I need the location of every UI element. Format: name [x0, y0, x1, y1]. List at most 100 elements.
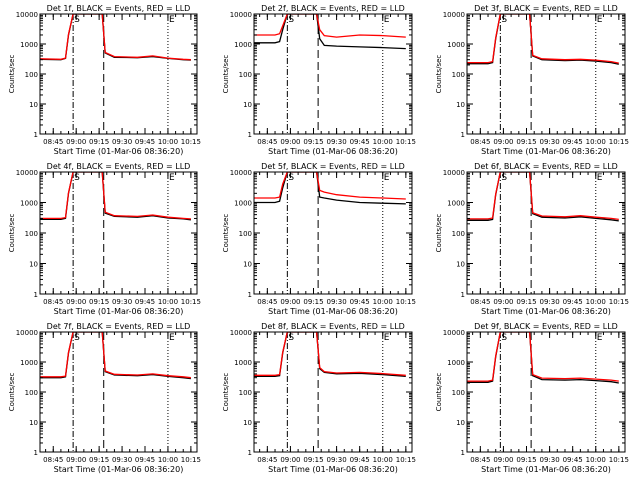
plot-frame [466, 171, 626, 295]
y-tick-label: 1 [248, 131, 252, 139]
series-line-1 [467, 14, 619, 64]
y-tick-label: 10000 [230, 329, 252, 337]
x-tick-label: 09:30 [539, 298, 559, 306]
x-tick-label: 08:45 [43, 138, 63, 146]
y-tick-label: 10000 [16, 169, 38, 177]
panel-title: Det 8f, BLACK = Events, RED = LLD [261, 322, 405, 331]
x-tick-label: 09:15 [516, 298, 536, 306]
series-line-1 [254, 14, 406, 38]
y-tick-label: 100 [25, 230, 38, 238]
y-tick-label: 1 [248, 449, 252, 457]
y-tick-label: 1 [461, 131, 465, 139]
event-marker-label: E [384, 15, 390, 25]
event-marker-label: E [169, 15, 175, 25]
y-tick-label: 10000 [230, 169, 252, 177]
y-tick-label: 1000 [234, 200, 252, 208]
x-tick-label: 08:45 [43, 456, 63, 464]
x-tick-label: 09:45 [563, 456, 583, 464]
y-axis-label: Counts/sec [222, 373, 230, 412]
x-axis-label: Start Time (01-Mar-06 08:36:20) [268, 147, 398, 156]
x-tick-label: 09:15 [516, 456, 536, 464]
y-axis-label: Counts/sec [222, 214, 230, 253]
x-tick-label: 10:00 [158, 298, 178, 306]
detector-panel-9: Det 9f, BLACK = Events, RED = LLD S E 1 10 10… [435, 322, 629, 474]
x-tick-label: 09:30 [112, 456, 132, 464]
plot-frame [39, 13, 198, 135]
x-tick-label: 08:45 [470, 138, 490, 146]
event-marker-label: E [384, 333, 390, 343]
event-marker-label: E [169, 173, 175, 183]
x-tick-label: 09:15 [516, 138, 536, 146]
y-tick-label: 1 [248, 291, 252, 299]
detector-panel-6: Det 6f, BLACK = Events, RED = LLD S E 1 10 10… [435, 162, 629, 316]
y-tick-label: 100 [239, 71, 252, 79]
x-tick-label: 10:00 [373, 138, 393, 146]
y-axis-label: Counts/sec [8, 214, 16, 253]
x-tick-label: 09:30 [539, 456, 559, 464]
panel-title: Det 9f, BLACK = Events, RED = LLD [474, 322, 618, 331]
x-tick-label: 08:45 [257, 298, 277, 306]
panel-title: Det 4f, BLACK = Events, RED = LLD [47, 162, 191, 171]
y-tick-label: 10 [243, 101, 252, 109]
x-tick-label: 09:15 [303, 138, 323, 146]
y-tick-label: 10 [243, 261, 252, 269]
x-tick-label: 09:00 [66, 138, 86, 146]
x-tick-label: 10:15 [396, 138, 416, 146]
detector-panel-1: Det 1f, BLACK = Events, RED = LLD S E 1 10 10… [8, 4, 201, 156]
event-marker-label: S [288, 15, 294, 25]
detector-panel-8: Det 8f, BLACK = Events, RED = LLD S E 1 10 10… [222, 322, 416, 474]
y-tick-label: 1000 [20, 41, 38, 49]
x-tick-label: 09:00 [280, 138, 300, 146]
detector-panel-3: Det 3f, BLACK = Events, RED = LLD S E 1 10 10… [435, 4, 629, 156]
x-tick-label: 09:30 [112, 138, 132, 146]
event-marker-label: S [501, 173, 507, 183]
y-tick-label: 100 [239, 389, 252, 397]
event-marker-label: S [74, 173, 80, 183]
series-line-1 [254, 172, 406, 200]
x-tick-label: 09:45 [350, 298, 370, 306]
x-tick-label: 09:45 [563, 138, 583, 146]
event-marker-label: E [384, 173, 390, 183]
y-tick-label: 10 [456, 419, 465, 427]
plot-frame [466, 13, 626, 135]
x-tick-label: 08:45 [43, 298, 63, 306]
series-line-1 [40, 332, 191, 379]
x-tick-label: 09:00 [280, 298, 300, 306]
x-axis-label: Start Time (01-Mar-06 08:36:20) [268, 465, 398, 474]
y-tick-label: 1000 [20, 200, 38, 208]
x-tick-label: 09:15 [89, 456, 109, 464]
y-tick-label: 100 [452, 389, 465, 397]
x-tick-label: 09:15 [89, 298, 109, 306]
series-line-1 [467, 332, 619, 382]
y-tick-label: 1 [461, 291, 465, 299]
x-axis-label: Start Time (01-Mar-06 08:36:20) [54, 307, 184, 316]
x-tick-label: 09:45 [135, 298, 155, 306]
x-tick-label: 09:00 [66, 298, 86, 306]
x-axis-label: Start Time (01-Mar-06 08:36:20) [54, 147, 184, 156]
x-tick-label: 10:00 [158, 456, 178, 464]
x-tick-label: 10:15 [396, 456, 416, 464]
x-tick-label: 09:45 [135, 456, 155, 464]
x-tick-label: 10:00 [158, 138, 178, 146]
y-tick-label: 10000 [16, 11, 38, 19]
x-tick-label: 09:00 [493, 456, 513, 464]
y-tick-label: 100 [452, 71, 465, 79]
x-axis-label: Start Time (01-Mar-06 08:36:20) [481, 307, 611, 316]
x-tick-label: 10:15 [396, 298, 416, 306]
x-tick-label: 09:45 [350, 456, 370, 464]
y-tick-label: 1000 [447, 200, 465, 208]
y-axis-label: Counts/sec [435, 55, 443, 94]
y-tick-label: 1 [34, 291, 38, 299]
x-tick-label: 10:15 [181, 456, 201, 464]
x-axis-label: Start Time (01-Mar-06 08:36:20) [481, 147, 611, 156]
series-line-1 [254, 332, 406, 376]
y-tick-label: 100 [452, 230, 465, 238]
x-tick-label: 09:30 [539, 138, 559, 146]
x-tick-label: 10:15 [609, 456, 629, 464]
panel-title: Det 1f, BLACK = Events, RED = LLD [47, 4, 191, 13]
x-tick-label: 09:45 [350, 138, 370, 146]
x-tick-label: 10:15 [609, 298, 629, 306]
event-marker-label: E [597, 333, 603, 343]
x-tick-label: 10:15 [181, 298, 201, 306]
